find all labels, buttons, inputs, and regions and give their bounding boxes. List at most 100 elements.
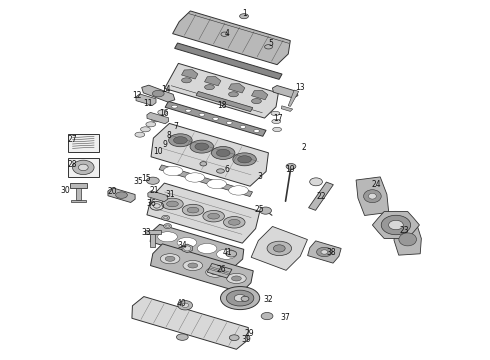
Ellipse shape (261, 312, 273, 320)
Ellipse shape (172, 105, 177, 108)
Polygon shape (272, 85, 298, 98)
Text: 15: 15 (141, 174, 151, 183)
Ellipse shape (223, 216, 245, 228)
Polygon shape (182, 244, 192, 253)
Polygon shape (132, 297, 248, 349)
Polygon shape (172, 11, 290, 65)
Ellipse shape (190, 140, 214, 153)
Text: 31: 31 (166, 190, 175, 199)
Text: 30: 30 (60, 186, 70, 195)
Ellipse shape (158, 232, 177, 242)
Ellipse shape (265, 45, 272, 49)
Ellipse shape (273, 127, 282, 132)
Polygon shape (71, 200, 86, 202)
Ellipse shape (217, 249, 236, 259)
Ellipse shape (217, 169, 224, 173)
Text: 25: 25 (255, 205, 265, 214)
Ellipse shape (251, 99, 261, 104)
Polygon shape (147, 112, 169, 124)
Polygon shape (281, 106, 293, 112)
Ellipse shape (73, 160, 94, 175)
Ellipse shape (231, 276, 241, 281)
Ellipse shape (271, 111, 280, 116)
Text: 32: 32 (264, 295, 273, 304)
Polygon shape (165, 101, 266, 136)
Ellipse shape (206, 267, 225, 277)
Polygon shape (150, 234, 155, 247)
Ellipse shape (208, 213, 220, 219)
Ellipse shape (152, 90, 164, 97)
Ellipse shape (226, 121, 232, 124)
Ellipse shape (183, 261, 202, 271)
Text: 20: 20 (108, 187, 118, 196)
Text: 1: 1 (243, 9, 247, 18)
Polygon shape (356, 177, 389, 216)
Polygon shape (165, 63, 278, 118)
Ellipse shape (188, 263, 197, 268)
Polygon shape (309, 182, 333, 210)
Ellipse shape (203, 210, 224, 222)
Ellipse shape (399, 233, 416, 246)
Text: 18: 18 (217, 101, 226, 110)
Ellipse shape (160, 254, 180, 264)
Text: 10: 10 (153, 148, 163, 157)
Ellipse shape (260, 207, 271, 214)
Ellipse shape (240, 126, 246, 129)
Ellipse shape (233, 153, 256, 166)
Ellipse shape (221, 32, 228, 36)
Text: 19: 19 (285, 166, 295, 175)
Text: 4: 4 (224, 29, 229, 38)
Polygon shape (196, 91, 253, 112)
Text: 14: 14 (161, 85, 171, 94)
Ellipse shape (166, 225, 170, 227)
Ellipse shape (228, 92, 238, 97)
Ellipse shape (195, 143, 209, 150)
FancyBboxPatch shape (68, 158, 99, 177)
Ellipse shape (185, 109, 191, 112)
Ellipse shape (211, 270, 220, 275)
Text: 9: 9 (163, 140, 168, 149)
Text: 7: 7 (173, 122, 178, 131)
Text: 29: 29 (244, 328, 254, 338)
Ellipse shape (182, 204, 204, 216)
Text: 33: 33 (141, 228, 151, 237)
Ellipse shape (185, 173, 205, 182)
Ellipse shape (164, 217, 168, 219)
Ellipse shape (163, 166, 183, 176)
Ellipse shape (205, 85, 215, 90)
Polygon shape (76, 188, 81, 200)
Text: 23: 23 (399, 226, 409, 235)
Text: 13: 13 (295, 83, 305, 92)
Polygon shape (136, 94, 156, 105)
Polygon shape (147, 183, 260, 243)
Ellipse shape (220, 287, 260, 310)
Text: 22: 22 (316, 192, 326, 201)
Ellipse shape (187, 207, 199, 213)
Polygon shape (148, 191, 168, 202)
Text: 17: 17 (273, 114, 283, 122)
Ellipse shape (116, 192, 127, 198)
Text: 3: 3 (257, 172, 262, 181)
Polygon shape (108, 188, 135, 202)
Polygon shape (228, 84, 245, 93)
Polygon shape (251, 90, 268, 100)
Text: 34: 34 (177, 241, 187, 250)
Text: 39: 39 (241, 335, 251, 343)
Ellipse shape (207, 179, 226, 189)
Ellipse shape (141, 127, 150, 132)
Ellipse shape (254, 130, 260, 132)
Ellipse shape (226, 290, 254, 306)
Polygon shape (394, 224, 421, 255)
Ellipse shape (158, 110, 168, 115)
Polygon shape (251, 226, 307, 270)
Ellipse shape (229, 186, 248, 195)
Ellipse shape (177, 238, 196, 248)
Ellipse shape (240, 14, 248, 19)
Text: 38: 38 (326, 248, 336, 257)
Ellipse shape (238, 156, 251, 163)
Text: 8: 8 (167, 131, 172, 140)
Ellipse shape (310, 178, 322, 186)
Ellipse shape (135, 132, 145, 137)
Ellipse shape (211, 147, 235, 159)
Text: 41: 41 (223, 248, 233, 257)
